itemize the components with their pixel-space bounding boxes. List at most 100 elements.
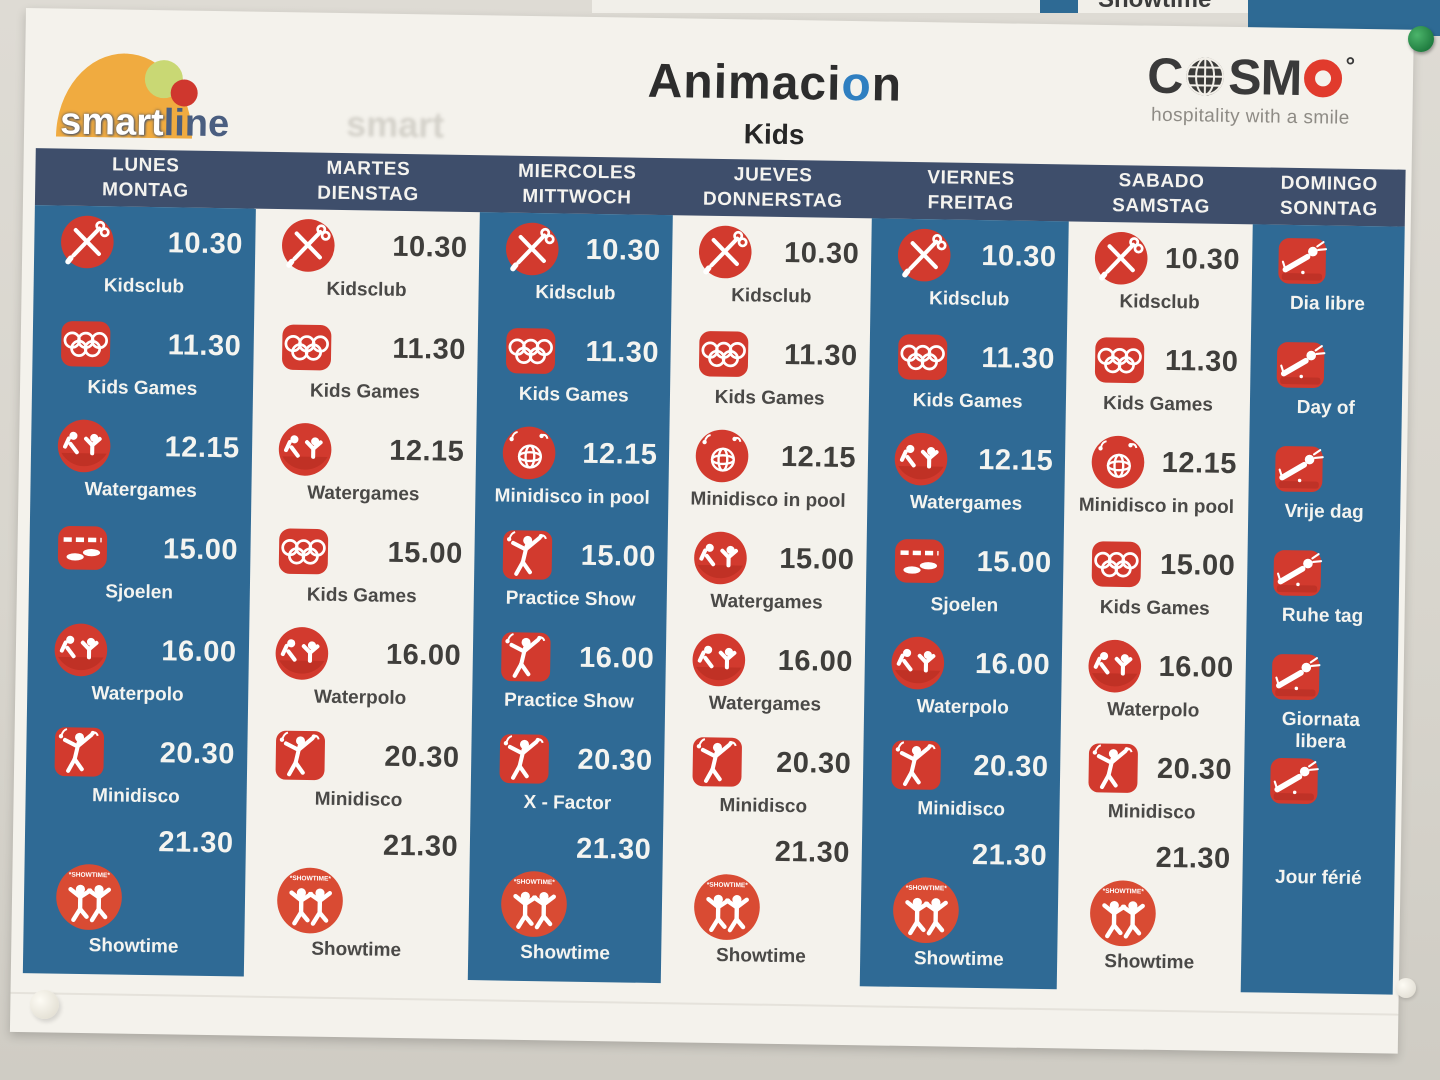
scissors-brush-icon <box>58 213 117 272</box>
event-label: Kidsclub <box>1119 291 1200 314</box>
scissors-brush-icon <box>1092 229 1151 288</box>
scissors-brush-icon <box>278 216 337 275</box>
event-label: Kids Games <box>1099 596 1210 620</box>
event-label: Jour férié <box>1274 866 1362 890</box>
day-name-es: MIERCOLES <box>517 160 637 184</box>
event-kidsclub: 10.30 Kidsclub <box>1067 221 1252 326</box>
event-kidsclub: 10.30 Kidsclub <box>33 205 255 310</box>
event-time: 15.00 <box>162 532 239 566</box>
event-label: Showtime <box>913 948 1004 971</box>
dancing-figure-icon <box>270 726 329 785</box>
event-time: 20.30 <box>1156 752 1233 786</box>
event-time: 12.15 <box>780 440 857 474</box>
event-practice-show: 15.00 Practice Show <box>474 518 669 623</box>
day-header-lunes: LUNES MONTAG <box>35 148 256 208</box>
title-part: n <box>871 58 903 112</box>
disco-ball-icon <box>500 424 559 483</box>
event-time: 10.30 <box>585 233 661 267</box>
event-label: Kidsclub <box>928 288 1010 311</box>
event-time: 21.30 <box>382 829 459 863</box>
event-time: 21.30 <box>158 826 234 860</box>
event-giornata-libera: Giornata libera <box>1244 640 1398 753</box>
day-name-de: SAMSTAG <box>1112 195 1211 218</box>
showtime-dancers-icon: *SHOWTIME* <box>274 865 345 936</box>
svg-text:*SHOWTIME*: *SHOWTIME* <box>906 885 948 893</box>
relaxing-figure-icon <box>1270 441 1327 498</box>
swimmer-figures-icon <box>690 631 749 690</box>
event-label: Minidisco <box>917 798 1006 821</box>
event-label: Kidsclub <box>326 278 407 302</box>
event-practice-show: 16.00 Practice Show <box>472 620 667 725</box>
event-watergames: 12.15 Watergames <box>867 422 1066 527</box>
event-time: 16.00 <box>974 647 1051 681</box>
day-header-viernes: VIERNES FREITAG <box>872 161 1070 221</box>
event-kidsclub: 10.30 Kidsclub <box>478 212 673 317</box>
title-part: Animaci <box>647 54 842 111</box>
event-label: Waterpolo <box>1106 699 1200 722</box>
event-time: 15.00 <box>779 542 855 576</box>
event-label: Dia libre <box>1289 292 1366 316</box>
cosmo-degree-mark: ° <box>1345 52 1356 80</box>
day-name-de: SONNTAG <box>1279 197 1378 221</box>
red-ring-icon <box>1304 59 1343 98</box>
dancing-figure-icon <box>1084 739 1143 798</box>
scissors-brush-icon <box>895 226 954 285</box>
olympic-rings-icon <box>695 325 754 384</box>
event-kids-games: 11.30 Kids Games <box>1066 323 1251 428</box>
showtime-dancers-icon: *SHOWTIME* <box>692 872 763 943</box>
event-time: 16.00 <box>777 644 854 678</box>
svg-text:*SHOWTIME*: *SHOWTIME* <box>69 872 111 880</box>
dancing-figure-icon <box>498 525 557 584</box>
event-time: 10.30 <box>392 230 468 264</box>
day-column-miercoles: 10.30 Kidsclub 11.30 Kids Games 12.15 Minidis… <box>468 212 674 984</box>
dancing-figure-icon <box>50 722 109 781</box>
event-label: Minidisco <box>91 785 180 808</box>
event-minidisco-in-pool: 12.15 Minidisco in pool <box>668 419 868 524</box>
svg-text:*SHOWTIME*: *SHOWTIME* <box>707 882 749 890</box>
scissors-brush-icon <box>696 223 755 282</box>
cosmo-logo: C SM ° hospitality with a smile <box>1116 47 1385 130</box>
dancing-figure-icon <box>497 627 556 686</box>
olympic-rings-icon <box>893 328 952 387</box>
event-time: 11.30 <box>783 338 858 372</box>
event-time: 15.00 <box>976 545 1052 579</box>
event-label: Vrije dag <box>1284 500 1364 524</box>
event-label: Watergames <box>84 478 198 502</box>
showtime-dancers-icon: *SHOWTIME* <box>499 869 570 940</box>
day-name-de: DONNERSTAG <box>702 188 843 212</box>
dancing-figure-icon <box>887 736 946 795</box>
day-name-es: DOMINGO <box>1280 172 1379 196</box>
olympic-rings-icon <box>501 322 560 381</box>
event-minidisco-in-pool: 12.15 Minidisco in pool <box>1064 425 1249 530</box>
olympic-rings-icon <box>1087 535 1146 594</box>
event-minidisco: 20.30 Minidisco <box>664 725 864 830</box>
event-time: 11.30 <box>167 328 242 362</box>
dancing-figure-icon <box>688 733 747 792</box>
swimmer-figures-icon <box>55 417 114 476</box>
event-label: Showtime <box>311 938 402 962</box>
event-minidisco-in-pool: 12.15 Minidisco in pool <box>475 416 670 521</box>
event-time: 20.30 <box>973 749 1049 783</box>
svg-text:*SHOWTIME*: *SHOWTIME* <box>289 875 331 883</box>
event-kids-games: 11.30 Kids Games <box>477 314 672 419</box>
swimmer-figures-icon <box>691 529 750 588</box>
event-day-of: Day of <box>1249 328 1403 434</box>
day-name-es: LUNES <box>111 154 180 177</box>
day-column-martes: 10.30 Kidsclub 11.30 Kids Games 12.15 Waterga… <box>243 209 480 980</box>
svg-text:*SHOWTIME*: *SHOWTIME* <box>514 879 556 887</box>
day-name-de: MONTAG <box>101 179 189 202</box>
event-label: Waterpolo <box>313 686 407 710</box>
poster: smartline smart Animacion Kids C SM ° ho… <box>9 8 1414 1054</box>
event-jour-f-ri: Jour férié <box>1243 744 1397 889</box>
day-header-jueves: JUEVES DONNERSTAG <box>673 158 873 218</box>
event-kidsclub: 10.30 Kidsclub <box>254 209 480 315</box>
event-label: Minidisco in pool <box>494 485 650 509</box>
event-label: Kids Games <box>87 377 198 400</box>
event-time: 12.15 <box>389 434 465 468</box>
event-time: 12.15 <box>1161 446 1238 480</box>
cosmo-letter-c: C <box>1146 47 1183 105</box>
event-time: 15.00 <box>387 536 463 570</box>
swimmer-figures-icon <box>275 420 334 479</box>
paper-crease <box>10 991 1399 1016</box>
event-time: 11.30 <box>585 335 660 369</box>
